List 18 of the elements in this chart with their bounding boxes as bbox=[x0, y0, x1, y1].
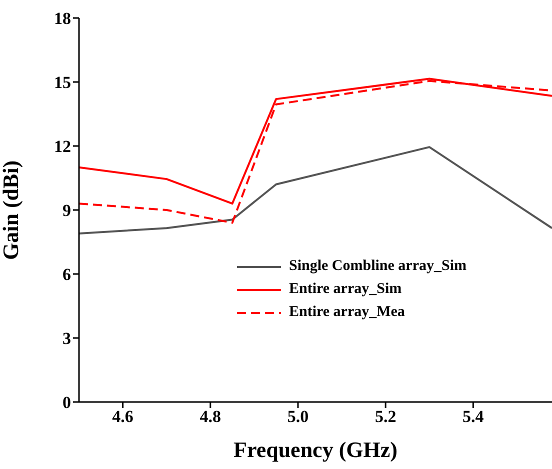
y-tick-label: 15 bbox=[54, 73, 71, 92]
legend-label: Entire array_Mea bbox=[289, 304, 405, 321]
y-axis-title: Gain (dBi) bbox=[0, 160, 23, 260]
y-tick-label: 18 bbox=[54, 9, 71, 28]
legend-label: Entire array_Sim bbox=[289, 281, 402, 298]
x-axis-title: Frequency (GHz) bbox=[234, 437, 398, 462]
x-tick-label: 4.8 bbox=[200, 407, 222, 426]
x-tick-label: 4.6 bbox=[112, 407, 134, 426]
legend-label: Single Combline array_Sim bbox=[289, 258, 467, 275]
x-tick-label: 5.4 bbox=[462, 407, 484, 426]
y-tick-label: 9 bbox=[62, 201, 71, 220]
line-series bbox=[79, 146, 552, 234]
x-tick-label: 5.2 bbox=[374, 407, 396, 426]
y-tick-label: 3 bbox=[62, 329, 71, 348]
x-tick-label: 5.0 bbox=[287, 407, 309, 426]
y-tick-label: 12 bbox=[54, 137, 71, 156]
y-tick-label: 6 bbox=[62, 265, 71, 284]
y-tick-label: 0 bbox=[62, 393, 71, 412]
